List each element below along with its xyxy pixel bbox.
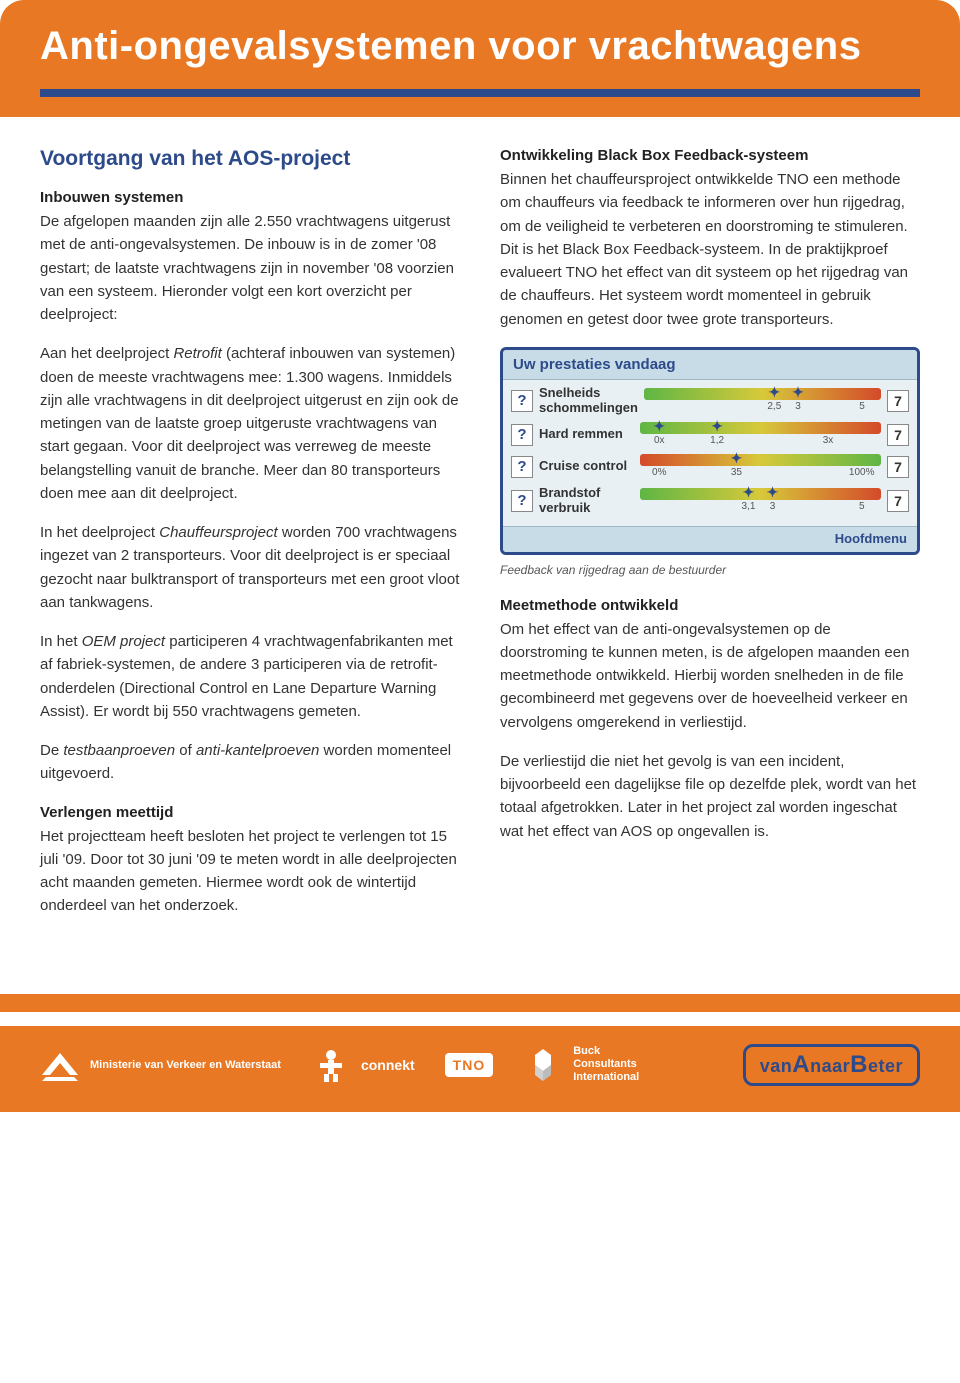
footer-gap [0,1012,960,1026]
marker-icon: ✦ [743,484,755,501]
metric-label: Brandstof verbruik [539,486,634,516]
logo-vanAnaarBeter: vanAnaarBeter [743,1044,920,1086]
text: Buck [573,1045,639,1058]
text: In het deelproject [40,524,159,541]
logo-buck: Buck Consultants International [523,1045,639,1085]
metric-label: Cruise control [539,459,634,474]
italic-term: Chauffeursproject [159,524,277,541]
content-columns: Voortgang van het AOS-project Inbouwen s… [0,117,960,994]
italic-term: OEM project [82,633,165,650]
marker-value: 100% [849,467,875,478]
text: van [760,1056,793,1076]
marker-value: 5 [859,501,865,512]
paragraph: Aan het deelproject Retrofit (achteraf i… [40,342,460,505]
italic-term: Retrofit [173,345,221,362]
marker-value: 0x [654,435,665,446]
text: eter [868,1056,903,1076]
metric-score: 7 [887,456,909,478]
marker-icon: ✦ [731,450,743,467]
subheading-verlengen: Verlengen meettijd [40,804,460,821]
logo-connekt: connekt [311,1047,415,1083]
subheading-blackbox: Ontwikkeling Black Box Feedback-systeem [500,147,920,164]
paragraph: De testbaanproeven of anti-kantelproeven… [40,739,460,786]
page-title: Anti-ongevalsystemen voor vrachtwagens [40,24,920,69]
marker-icon: ✦ [768,384,780,401]
help-icon[interactable]: ? [511,424,533,446]
metric-score: 7 [887,424,909,446]
marker-icon: ✦ [711,418,723,435]
marker-value: 3,1 [741,501,755,512]
right-column: Ontwikkeling Black Box Feedback-systeem … [500,147,920,934]
blackbox-row: ?Snelheids schommelingen✦2,5✦357 [511,386,909,416]
logo-ministry: Ministerie van Verkeer en Waterstaat [40,1047,281,1083]
logo-tno: TNO [445,1053,494,1077]
metric-bar: 0%✦35100% [640,454,881,480]
text: A [792,1051,810,1078]
blackbox-rows: ?Snelheids schommelingen✦2,5✦357?Hard re… [503,380,917,526]
metric-label: Hard remmen [539,427,634,442]
metric-score: 7 [887,390,909,412]
subheading-inbouwen: Inbouwen systemen [40,189,460,206]
text: of [175,742,196,759]
italic-term: testbaanproeven [63,742,175,759]
marker-value: 35 [731,467,742,478]
metric-score: 7 [887,490,909,512]
italic-term: anti-kantelproeven [196,742,319,759]
paragraph: In het deelproject Chauffeursproject wor… [40,521,460,614]
marker-value: 2,5 [767,401,781,412]
connekt-icon [311,1047,351,1083]
blackbox-row: ?Brandstof verbruik✦3,1✦357 [511,486,909,516]
text: naar [810,1056,850,1076]
ministry-label: Ministerie van Verkeer en Waterstaat [90,1059,281,1071]
paragraph: De afgelopen maanden zijn alle 2.550 vra… [40,210,460,326]
buck-label: Buck Consultants International [573,1045,639,1085]
buck-icon [523,1047,563,1083]
connekt-label: connekt [361,1057,415,1073]
marker-icon: ✦ [653,418,665,435]
figure-caption: Feedback van rijgedrag aan de bestuurder [500,563,920,577]
marker-value: 1,2 [710,435,724,446]
marker-icon: ✦ [792,384,804,401]
blackbox-title: Uw prestaties vandaag [503,350,917,380]
blackbox-footer-button[interactable]: Hoofdmenu [503,526,917,552]
paragraph: Om het effect van de anti-ongevalsysteme… [500,618,920,734]
paragraph: In het OEM project participeren 4 vracht… [40,630,460,723]
banner-underline [40,89,920,97]
text: De [40,742,63,759]
marker-value: 5 [859,401,865,412]
paragraph: De verliestijd die niet het gevolg is va… [500,750,920,843]
text: Consultants [573,1058,639,1071]
marker-value: 3 [770,501,776,512]
paragraph: Binnen het chauffeursproject ontwikkelde… [500,168,920,331]
text: International [573,1071,639,1084]
marker-value: 3x [823,435,834,446]
footer-divider [0,994,960,1012]
blackbox-row: ?Hard remmen✦0x✦1,23x7 [511,422,909,448]
text: (achteraf inbouwen van systemen) doen de… [40,345,459,502]
blackbox-widget: Uw prestaties vandaag ? Snelheids schomme… [500,347,920,555]
marker-value: 0% [652,467,666,478]
marker-value: 3 [795,401,801,412]
metric-label: Snelheids schommelingen [539,386,638,416]
blackbox-row: ?Cruise control0%✦35100%7 [511,454,909,480]
metric-bar: ✦0x✦1,23x [640,422,881,448]
marker-icon: ✦ [767,484,779,501]
text: Aan het deelproject [40,345,173,362]
banner: Anti-ongevalsystemen voor vrachtwagens [0,0,960,117]
text: In het [40,633,82,650]
ministry-icon [40,1047,80,1083]
metric-bar: ✦2,5✦35 [644,388,881,414]
text: B [850,1051,868,1078]
help-icon[interactable]: ? [511,390,533,412]
footer: Ministerie van Verkeer en Waterstaat con… [0,1026,960,1112]
left-column: Voortgang van het AOS-project Inbouwen s… [40,147,460,934]
help-icon[interactable]: ? [511,490,533,512]
paragraph: Het projectteam heeft besloten het proje… [40,825,460,918]
help-icon[interactable]: ? [511,456,533,478]
subheading-meetmethode: Meetmethode ontwikkeld [500,597,920,614]
section-title: Voortgang van het AOS-project [40,147,460,171]
metric-bar: ✦3,1✦35 [640,488,881,514]
